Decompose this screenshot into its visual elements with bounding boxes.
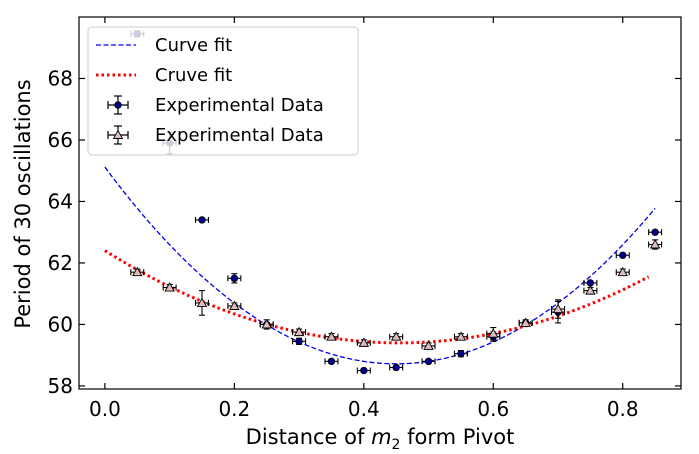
y-tick-label: 64 (48, 189, 73, 213)
data-point (583, 279, 598, 287)
legend-curve-fit-label: Curve fit (155, 35, 232, 56)
triangle-marker (358, 337, 370, 347)
circle-marker (360, 366, 368, 375)
data-point (356, 337, 371, 347)
data-point (389, 363, 404, 372)
data-point (389, 331, 404, 341)
data-point (453, 349, 468, 358)
data-point (486, 326, 501, 341)
data-point (550, 299, 566, 319)
circle-marker (198, 216, 206, 224)
triangle-marker (131, 266, 143, 277)
data-point (453, 331, 468, 341)
x-tick-label: 0.8 (607, 397, 639, 421)
y-axis-title: Period of 30 oscillations (11, 79, 35, 328)
x-tick-label: 0.2 (218, 397, 250, 421)
triangle-marker (293, 326, 305, 337)
circle-marker (651, 228, 659, 236)
triangle-marker (617, 266, 629, 277)
x-axis-title-subscript: 2 (392, 437, 401, 453)
y-tick-label: 58 (48, 374, 73, 398)
legend-box (87, 26, 359, 156)
x-tick-label: 0.4 (348, 397, 380, 421)
data-point (227, 300, 242, 310)
x-axis-title-part: form Pivot (400, 425, 514, 449)
data-point (259, 319, 274, 330)
data-point (648, 239, 663, 250)
data-points (130, 30, 663, 375)
data-point (615, 251, 630, 259)
legend: Curve fit Cruve fit Experimental Data Ex… (87, 26, 359, 156)
legend-series-1-label: Experimental Data (155, 95, 324, 116)
data-point (356, 366, 371, 375)
plot-frame (78, 16, 682, 390)
y-tick-label: 68 (48, 66, 73, 90)
data-point (194, 216, 210, 224)
x-tick-label: 0.6 (477, 397, 509, 421)
y-tick-label: 66 (48, 128, 73, 152)
x-axis-title-part: Distance of (246, 425, 371, 449)
data-point (421, 340, 436, 350)
y-tick-label: 62 (48, 251, 73, 275)
legend-cruve-fit-label: Cruve fit (155, 65, 232, 86)
triangle-marker (552, 303, 564, 314)
data-point (292, 326, 307, 337)
axis-ticks: 0.0 0.2 0.4 0.6 0.8 58 60 62 64 66 68 (48, 17, 681, 421)
triangle-marker (229, 300, 240, 310)
data-point (194, 290, 210, 316)
circle-marker (327, 357, 336, 366)
data-point (583, 285, 598, 295)
legend-series-2-swatch (107, 125, 129, 145)
legend-series-2-label: Experimental Data (155, 125, 324, 146)
data-point (648, 228, 663, 236)
data-point (324, 331, 339, 341)
triangle-marker (164, 282, 175, 292)
x-axis-title: Distance of m2 form Pivot (246, 425, 515, 453)
series-2 (130, 239, 663, 350)
data-point (421, 357, 436, 366)
y-tick-label: 60 (48, 312, 73, 336)
circle-marker (392, 363, 400, 372)
data-point (162, 282, 177, 292)
data-point (130, 266, 145, 277)
circle-marker (424, 357, 433, 366)
curve-fit-line (104, 166, 656, 365)
circle-marker (619, 251, 627, 259)
circle-marker (295, 337, 303, 346)
triangle-marker (455, 331, 467, 341)
data-point (324, 357, 339, 366)
triangle-marker (585, 285, 596, 295)
triangle-marker (520, 317, 531, 327)
x-tick-label: 0.0 (89, 397, 121, 421)
circle-marker (457, 349, 465, 358)
triangle-marker (326, 331, 337, 341)
triangle-marker (423, 340, 434, 350)
data-point (518, 317, 533, 327)
triangle-marker (196, 297, 208, 307)
triangle-marker (390, 331, 402, 341)
circle-marker (230, 274, 239, 283)
data-point (615, 266, 630, 277)
x-axis-title-symbol: m (371, 425, 391, 449)
triangle-marker (649, 239, 661, 249)
legend-series-1-swatch (107, 95, 129, 115)
data-point (292, 337, 307, 346)
triangle-marker (488, 328, 499, 338)
triangle-marker (261, 319, 272, 329)
data-point (227, 273, 242, 284)
